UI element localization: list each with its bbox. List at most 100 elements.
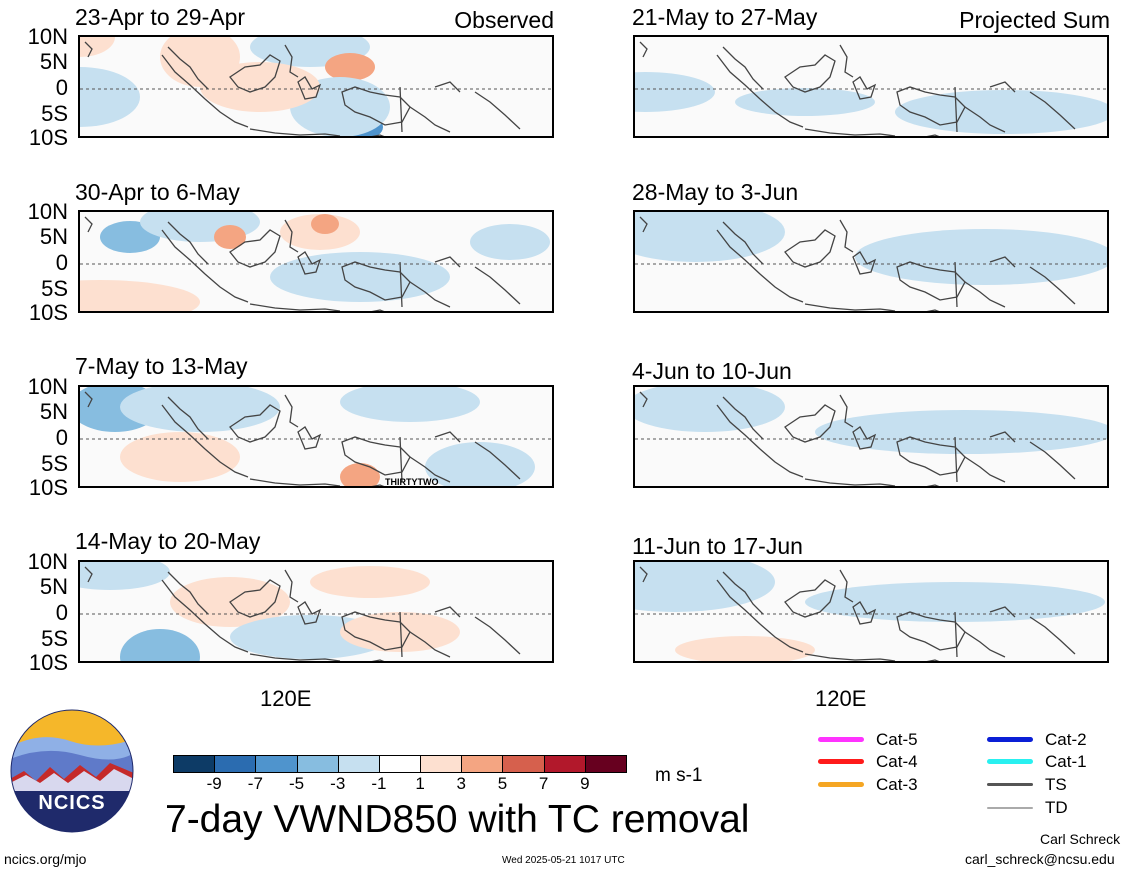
legend-label: TD [1045, 798, 1068, 817]
legend-label: Cat-1 [1045, 752, 1087, 771]
coastline [784, 54, 836, 93]
coastline [399, 261, 403, 308]
wind-anomaly-contour [635, 562, 775, 612]
lat-label: 10N [27, 374, 68, 399]
colorbar-cell [214, 755, 257, 773]
coastline [249, 653, 341, 661]
wind-anomaly-contour [214, 225, 246, 249]
map-panel-8 [633, 560, 1109, 663]
coastline [989, 606, 1016, 618]
wind-anomaly-contour [895, 90, 1107, 134]
map-1 [80, 37, 552, 136]
ncics-logo-icon [10, 709, 134, 833]
wind-anomaly-contour [675, 636, 815, 661]
wind-anomaly-contour [80, 37, 115, 57]
coastline [167, 46, 209, 90]
coastline [474, 91, 521, 130]
legend-label: Cat-2 [1045, 730, 1087, 749]
coastline [371, 659, 385, 661]
colorbar-tick-label: -3 [330, 774, 346, 793]
coastline [964, 456, 1006, 483]
legend-swatch [818, 759, 864, 764]
coastline [474, 616, 521, 655]
coastline [852, 76, 877, 100]
wind-anomaly-contour [425, 442, 535, 486]
author-email[interactable]: carl_schreck@ncsu.edu [965, 851, 1115, 867]
wind-anomaly-contour [340, 387, 480, 422]
panel-title-7: 4-Jun to 10-Jun [632, 358, 792, 384]
wind-anomaly-contour [311, 214, 339, 234]
coastline [852, 601, 877, 625]
coastline [341, 261, 411, 301]
coastline [284, 219, 299, 253]
wind-anomaly-contour [80, 562, 170, 590]
map-7 [635, 387, 1107, 486]
colorbar-cell [584, 755, 627, 773]
legend-swatch [987, 807, 1033, 809]
coastline [716, 404, 804, 478]
ncics-logo: NCICS [10, 709, 134, 833]
coastline [371, 134, 385, 136]
coastline [639, 41, 648, 58]
coastline [896, 611, 966, 651]
coastline [341, 86, 411, 126]
website-link[interactable]: ncics.org/mjo [4, 851, 87, 867]
legend-label: Cat-3 [876, 775, 918, 794]
coastline [926, 484, 940, 486]
coastline [161, 54, 249, 128]
colorbar-cell [296, 755, 339, 773]
map-4 [80, 562, 552, 661]
coastline [896, 86, 966, 126]
panel-title-2: 30-Apr to 6-May [75, 179, 240, 205]
wind-anomaly-contour [200, 62, 320, 112]
coastline [722, 221, 764, 265]
legend-swatch [987, 759, 1033, 764]
projected-label: Projected Sum [959, 7, 1110, 33]
wind-anomaly-contour [635, 212, 785, 262]
coastline [896, 436, 966, 476]
coastline [964, 106, 1006, 133]
panel-title-4: 14-May to 20-May [75, 528, 261, 554]
lat-label: 5S [41, 101, 68, 126]
author-name: Carl Schreck [1040, 831, 1121, 847]
coastline [839, 394, 854, 428]
logo-text: NCICS [38, 792, 106, 814]
wind-anomaly-contour [805, 582, 1105, 622]
coastline [839, 44, 854, 78]
coastline [409, 281, 451, 308]
map-panel-7 [633, 385, 1109, 488]
coastline [84, 566, 93, 583]
colorbar-cell [502, 755, 545, 773]
coastline [954, 261, 958, 308]
coastline [249, 478, 341, 486]
coastline [167, 571, 209, 615]
coastline [722, 46, 764, 90]
coastline [954, 436, 958, 483]
colorbar-tick-label: -9 [206, 774, 222, 793]
coastline [371, 484, 385, 486]
colorbar-tick-label: 5 [497, 774, 508, 793]
coastline [297, 426, 322, 450]
wind-anomaly-contour [310, 566, 430, 598]
wind-anomaly-contour [815, 410, 1107, 454]
lat-label: 5N [39, 574, 68, 599]
coastline [409, 456, 451, 483]
wind-anomaly-contour [635, 387, 785, 432]
coastline [167, 221, 209, 265]
lon-tick-right: 120E [815, 686, 867, 711]
lat-label: 5S [41, 626, 68, 651]
colorbar-cell [461, 755, 504, 773]
map-panel-1 [78, 35, 554, 138]
lat-label: 5S [41, 451, 68, 476]
colorbar-cell [543, 755, 586, 773]
lat-label: 10N [27, 549, 68, 574]
coastline [926, 309, 940, 311]
colorbar-ticks: -9 -7 -5 -3 -1 1 3 5 7 9 [173, 775, 626, 795]
coastline [926, 659, 940, 661]
coastline [341, 611, 411, 651]
coastline [297, 601, 322, 625]
coastline [839, 219, 854, 253]
panel-title-1: 23-Apr to 29-Apr [75, 4, 246, 30]
map-panel-6 [633, 210, 1109, 313]
lat-label: 0 [55, 75, 68, 100]
